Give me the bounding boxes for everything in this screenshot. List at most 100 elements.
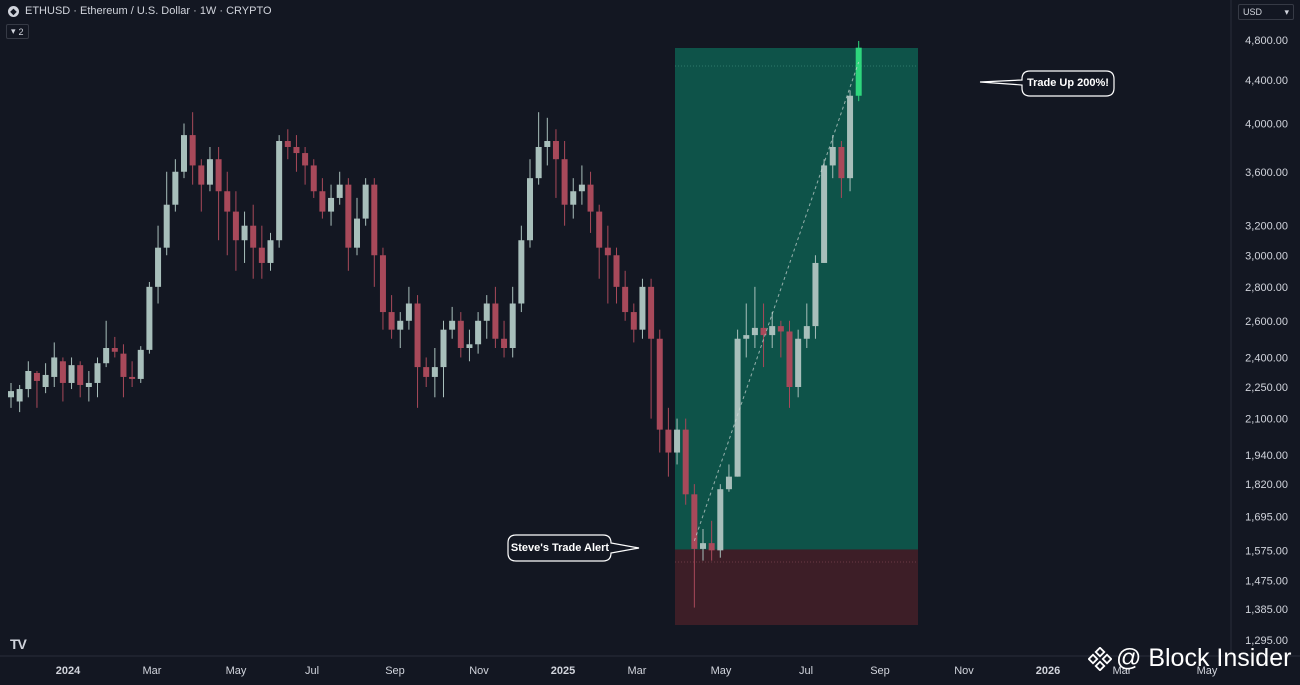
candle-body	[682, 429, 689, 495]
candle-body	[466, 344, 473, 349]
ethereum-icon: ◆	[8, 5, 19, 17]
candle-body	[232, 211, 239, 241]
candle-body	[215, 159, 222, 192]
candle	[812, 255, 819, 339]
candle	[769, 312, 776, 349]
candle-body	[206, 159, 213, 185]
candle-body	[691, 494, 698, 549]
currency-select[interactable]: USD ▾	[1238, 4, 1294, 20]
candle-body	[544, 141, 551, 147]
candle	[440, 320, 447, 398]
candle-body	[431, 367, 438, 377]
candle-body	[665, 429, 672, 453]
time-tick-label: 2024	[56, 665, 81, 677]
chevron-down-icon: ▾	[1284, 6, 1289, 17]
candle-body	[440, 329, 447, 368]
candle	[345, 178, 352, 271]
candle-body	[751, 327, 758, 336]
time-tick-label: Mar	[1113, 665, 1132, 677]
candle	[509, 286, 516, 358]
candle	[258, 225, 265, 279]
candle-body	[276, 141, 283, 241]
candle	[405, 286, 412, 330]
candle	[604, 225, 611, 304]
candle	[189, 112, 196, 185]
candle-body	[786, 331, 793, 388]
candle	[310, 159, 317, 198]
candle-body	[725, 476, 732, 490]
candle-body	[198, 165, 205, 185]
candle	[33, 371, 40, 408]
candle	[129, 361, 136, 388]
candle-body	[59, 361, 66, 383]
indicators-toggle-button[interactable]: ▾ 2	[6, 24, 29, 39]
candle-body	[570, 191, 577, 205]
candle-body	[250, 225, 257, 248]
candle	[552, 129, 559, 198]
candle	[302, 146, 309, 185]
candle	[25, 361, 32, 398]
candle-body	[578, 184, 585, 192]
profit-zone	[675, 48, 918, 550]
candle-body	[518, 240, 525, 304]
candle-body	[25, 371, 32, 390]
candle-body	[509, 303, 516, 349]
candle	[120, 344, 127, 398]
candle	[725, 464, 732, 492]
price-axis[interactable]: 4,800.00 4,400.00 4,000.00 3,600.00 3,200.00…	[1245, 35, 1288, 647]
candle	[665, 407, 672, 477]
chevron-down-icon: ▾	[11, 26, 16, 36]
candle-body	[397, 320, 404, 330]
candle-body	[111, 348, 118, 352]
candle	[206, 146, 213, 192]
candle	[847, 90, 854, 192]
candle-body	[760, 327, 767, 336]
candle-body	[94, 363, 101, 383]
candle-body	[388, 312, 395, 330]
candle	[362, 178, 369, 226]
candle	[163, 171, 170, 256]
candle	[94, 357, 101, 398]
candle	[578, 165, 585, 205]
candle	[449, 306, 456, 339]
candle-body	[674, 429, 681, 453]
candle	[691, 484, 698, 608]
time-axis[interactable]: 2024 Mar May Jul Sep Nov 2025 Mar May Jul Sep Nov 20…	[56, 665, 1218, 677]
candle	[232, 191, 239, 271]
candle	[630, 303, 637, 343]
candle-body	[630, 312, 637, 330]
candle-body	[622, 286, 629, 313]
position-zones	[675, 48, 918, 625]
tradingview-logo[interactable]: TV	[10, 636, 27, 652]
price-tick-label: 3,200.00	[1245, 221, 1288, 233]
currency-value: USD	[1243, 7, 1263, 17]
candle	[431, 348, 438, 398]
time-tick-label: Sep	[385, 665, 405, 677]
candle	[501, 320, 508, 358]
candle-body	[734, 338, 741, 477]
candle-body	[639, 286, 646, 330]
watermark: @ Block Insider	[1088, 644, 1291, 673]
price-tick-label: 4,400.00	[1245, 75, 1288, 87]
candle-body	[379, 255, 386, 313]
candle-body	[310, 165, 317, 192]
candle-body	[224, 191, 231, 212]
symbol-header[interactable]: ◆ ETHUSD · Ethereum / U.S. Dollar · 1W ·…	[8, 5, 272, 17]
candle	[821, 159, 828, 263]
candle	[751, 286, 758, 349]
candle-body	[700, 543, 706, 549]
candle	[596, 204, 603, 279]
candle	[518, 225, 525, 313]
candle	[795, 329, 802, 398]
candle-body	[293, 146, 300, 154]
candle	[319, 178, 326, 219]
price-tick-label: 2,250.00	[1245, 382, 1288, 394]
candle	[8, 382, 14, 408]
candle-body	[414, 303, 421, 368]
time-tick-label: Mar	[628, 665, 647, 677]
candle-body	[354, 218, 360, 248]
candle-body	[319, 191, 326, 212]
candle	[786, 320, 793, 408]
candle-body	[137, 349, 144, 379]
